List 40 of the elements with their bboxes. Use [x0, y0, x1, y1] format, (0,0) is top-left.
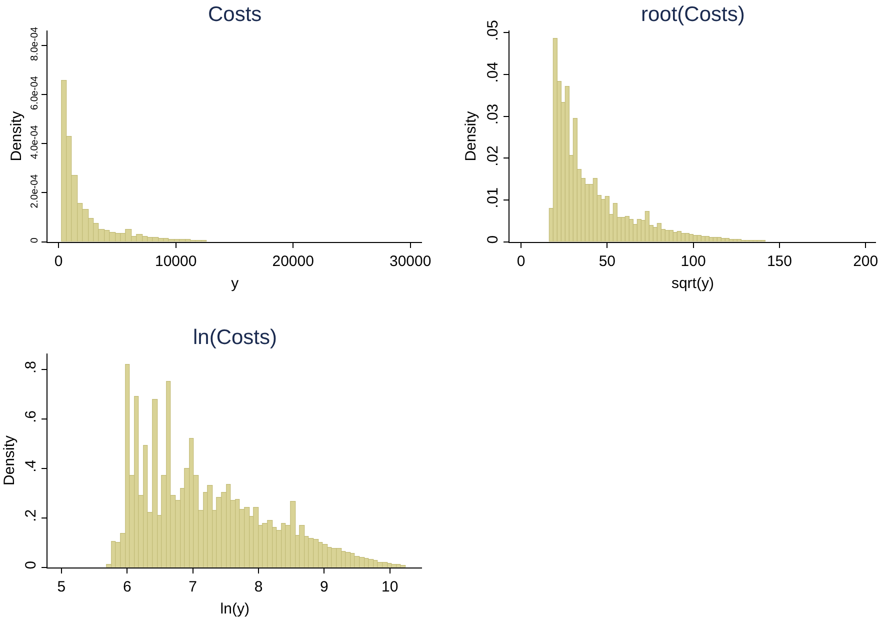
- y-tick-label: .8: [22, 360, 40, 374]
- y-tick-label: 0: [22, 560, 40, 570]
- x-axis-title: y: [231, 274, 240, 292]
- y-tick-label: 6.0e-04: [30, 76, 41, 110]
- y-axis-title: Density: [0, 434, 18, 486]
- y-tick-label: .05: [484, 20, 502, 41]
- x-tick-label: 7: [188, 578, 198, 596]
- y-tick-label: .02: [484, 146, 502, 166]
- x-tick-label: 30000: [389, 252, 432, 270]
- y-tick-label: 0: [30, 237, 41, 244]
- chart-title: root(Costs): [641, 3, 745, 26]
- x-tick-label: 50: [598, 252, 616, 270]
- chart-title: Costs: [208, 3, 262, 26]
- y-tick-label: .04: [484, 62, 502, 83]
- x-tick-label: 5: [57, 578, 66, 596]
- x-tick-label: 20000: [272, 252, 314, 270]
- x-tick-label: 150: [766, 252, 792, 270]
- y-tick-label: .4: [22, 460, 40, 472]
- x-tick-label: 6: [122, 578, 132, 596]
- x-tick-label: 10000: [154, 252, 197, 270]
- x-tick-label: 100: [680, 252, 706, 270]
- x-tick-label: 0: [516, 252, 526, 270]
- x-axis-title: ln(y): [220, 600, 250, 618]
- y-tick-label: 2.0e-04: [30, 174, 41, 208]
- x-tick-label: 9: [320, 578, 328, 596]
- y-tick-label: 8.0e-04: [30, 26, 41, 61]
- y-tick-label: 4.0e-04: [30, 124, 41, 160]
- chart-title: ln(Costs): [193, 326, 278, 349]
- y-tick-label: .01: [484, 187, 502, 208]
- y-tick-label: .6: [22, 410, 40, 423]
- x-tick-label: 0: [54, 252, 63, 270]
- x-tick-label: 10: [382, 578, 398, 596]
- y-tick-label: .03: [484, 104, 502, 125]
- y-axis-title: Density: [8, 110, 25, 162]
- y-tick-label: .2: [22, 509, 40, 522]
- x-tick-label: 200: [853, 252, 878, 270]
- y-tick-label: 0: [484, 235, 502, 244]
- y-axis-title: Density: [462, 110, 480, 162]
- x-axis-title: sqrt(y): [671, 274, 714, 292]
- x-tick-label: 8: [254, 578, 263, 596]
